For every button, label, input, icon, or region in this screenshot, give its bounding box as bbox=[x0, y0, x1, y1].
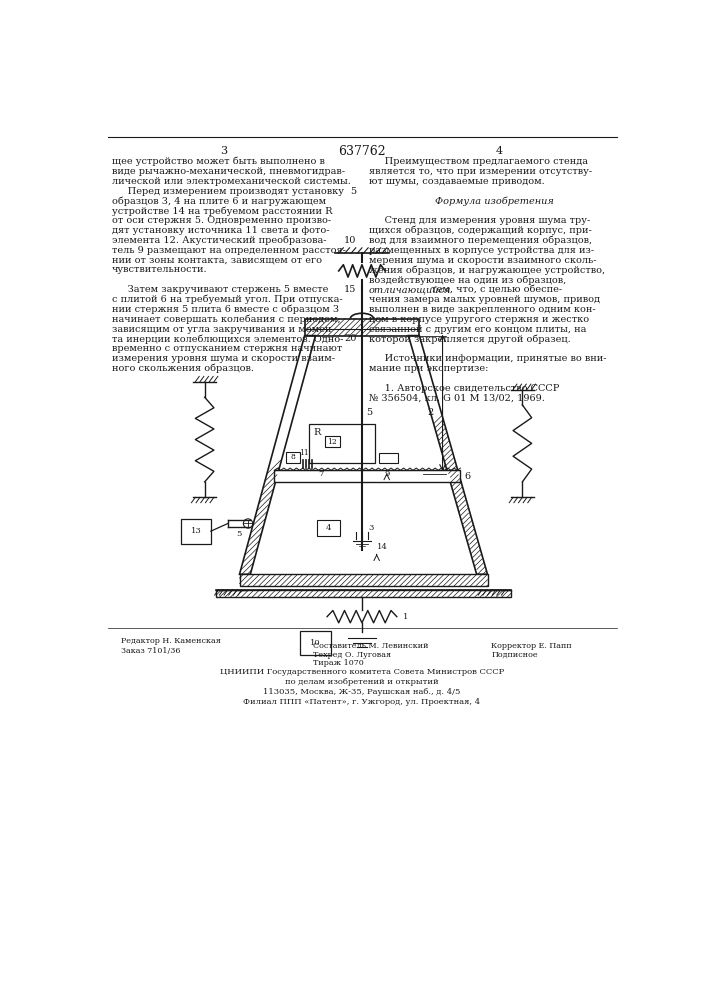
Text: мерения шума и скорости взаимного сколь-: мерения шума и скорости взаимного сколь- bbox=[369, 256, 597, 265]
Text: Подписное: Подписное bbox=[491, 651, 538, 659]
Text: ют шумы, создаваемые приводом.: ют шумы, создаваемые приводом. bbox=[369, 177, 544, 186]
Text: 2: 2 bbox=[428, 408, 434, 417]
Text: по делам изобретений и открытий: по делам изобретений и открытий bbox=[285, 678, 439, 686]
Text: которой закрепляется другой образец.: которой закрепляется другой образец. bbox=[369, 334, 571, 344]
Text: зависящим от угла закручивания и момен-: зависящим от угла закручивания и момен- bbox=[112, 325, 334, 334]
Text: дят установку источника 11 света и фото-: дят установку источника 11 света и фото- bbox=[112, 226, 329, 235]
Bar bbox=[351, 313, 373, 319]
Text: с плитой 6 на требуемый угол. При отпуска-: с плитой 6 на требуемый угол. При отпуск… bbox=[112, 295, 342, 304]
Text: вод для взаимного перемещения образцов,: вод для взаимного перемещения образцов, bbox=[369, 236, 592, 245]
Text: 4: 4 bbox=[326, 524, 332, 532]
Text: Тираж 1070: Тираж 1070 bbox=[313, 659, 364, 667]
Text: жения образцов, и нагружающее устройство,: жения образцов, и нагружающее устройство… bbox=[369, 265, 605, 275]
Text: нии стержня 5 плита 6 вместе с образцом 3: нии стержня 5 плита 6 вместе с образцом … bbox=[112, 305, 339, 314]
Text: 5: 5 bbox=[366, 408, 372, 417]
Text: Перед измерением производят установку: Перед измерением производят установку bbox=[112, 187, 344, 196]
Text: мание при экспертизе:: мание при экспертизе: bbox=[369, 364, 489, 373]
Text: Источники информации, принятые во вни-: Источники информации, принятые во вни- bbox=[369, 354, 607, 363]
Bar bbox=[182, 519, 211, 544]
Circle shape bbox=[243, 519, 252, 528]
Text: Корректор Е. Папп: Корректор Е. Папп bbox=[491, 642, 572, 650]
Text: виде рычажно-механической, пневмогидрав-: виде рычажно-механической, пневмогидрав- bbox=[112, 167, 344, 176]
Text: 5: 5 bbox=[351, 187, 356, 196]
Text: 12: 12 bbox=[327, 438, 337, 446]
Text: тель 9 размещают на определенном расстоя-: тель 9 размещают на определенном расстоя… bbox=[112, 246, 346, 255]
Text: щихся образцов, содержащий корпус, при-: щихся образцов, содержащий корпус, при- bbox=[369, 226, 592, 235]
Text: начинает совершать колебания с периодом,: начинает совершать колебания с периодом, bbox=[112, 315, 340, 324]
Text: отличающийся: отличающийся bbox=[369, 285, 452, 294]
Text: чувствительности.: чувствительности. bbox=[112, 265, 207, 274]
Text: 9: 9 bbox=[384, 470, 390, 478]
Text: 6: 6 bbox=[464, 472, 470, 481]
Text: Формула изобретения: Формула изобретения bbox=[435, 196, 554, 206]
Text: 3: 3 bbox=[221, 146, 228, 156]
Text: 8: 8 bbox=[291, 453, 296, 461]
Text: временно с отпусканием стержня начинают: временно с отпусканием стержня начинают bbox=[112, 344, 342, 353]
Bar bbox=[216, 590, 510, 597]
Text: Техред О. Луговая: Техред О. Луговая bbox=[313, 651, 391, 659]
Text: 1: 1 bbox=[403, 613, 409, 621]
Text: 13: 13 bbox=[191, 527, 201, 535]
Text: элемента 12. Акустический преобразова-: элемента 12. Акустический преобразова- bbox=[112, 236, 326, 245]
Bar bbox=[286, 452, 300, 463]
Text: № 356504, кл. G 01 M 13/02, 1969.: № 356504, кл. G 01 M 13/02, 1969. bbox=[369, 394, 545, 403]
Bar bbox=[379, 453, 398, 463]
Text: Составитель М. Левинский: Составитель М. Левинский bbox=[313, 642, 428, 650]
Text: воздействующее на один из образцов,: воздействующее на один из образцов, bbox=[369, 275, 566, 285]
Text: Стенд для измерения уровня шума тру-: Стенд для измерения уровня шума тру- bbox=[369, 216, 590, 225]
Bar bbox=[309, 424, 375, 463]
Text: измерения уровня шума и скорости взаим-: измерения уровня шума и скорости взаим- bbox=[112, 354, 334, 363]
Text: 3: 3 bbox=[368, 524, 373, 532]
Text: нии от зоны контакта, зависящем от его: нии от зоны контакта, зависящем от его bbox=[112, 256, 322, 265]
Text: 15: 15 bbox=[344, 285, 356, 294]
Text: Редактор Н. Каменская: Редактор Н. Каменская bbox=[121, 637, 221, 645]
Text: 11: 11 bbox=[299, 449, 309, 457]
Text: 14: 14 bbox=[378, 543, 388, 551]
Text: чения замера малых уровней шумов, привод: чения замера малых уровней шумов, привод bbox=[369, 295, 600, 304]
Text: 10: 10 bbox=[310, 639, 321, 647]
Text: та инерции колеблющихся элементов. Одно-: та инерции колеблющихся элементов. Одно- bbox=[112, 334, 343, 344]
Text: устройстве 14 на требуемом расстоянии R: устройстве 14 на требуемом расстоянии R bbox=[112, 206, 332, 216]
Text: размещенных в корпусе устройства для из-: размещенных в корпусе устройства для из- bbox=[369, 246, 594, 255]
Text: 637762: 637762 bbox=[338, 145, 386, 158]
Text: 113035, Москва, Ж-35, Раушская наб., д. 4/5: 113035, Москва, Ж-35, Раушская наб., д. … bbox=[263, 688, 461, 696]
Text: 1. Авторское свидетельство СССР: 1. Авторское свидетельство СССР bbox=[369, 384, 559, 393]
Text: лической или электромеханической системы.: лической или электромеханической системы… bbox=[112, 177, 351, 186]
Bar bbox=[305, 319, 419, 336]
Text: 5: 5 bbox=[236, 530, 242, 538]
Text: Преимуществом предлагаемого стенда: Преимуществом предлагаемого стенда bbox=[369, 157, 588, 166]
Text: Затем закручивают стержень 5 вместе: Затем закручивают стержень 5 вместе bbox=[112, 285, 328, 294]
Bar bbox=[300, 631, 331, 655]
Text: от оси стержня 5. Одновременно произво-: от оси стержня 5. Одновременно произво- bbox=[112, 216, 331, 225]
Text: является то, что при измерении отсутству-: является то, что при измерении отсутству… bbox=[369, 167, 592, 176]
Text: 4: 4 bbox=[496, 146, 503, 156]
Text: тем, что, с целью обеспе-: тем, что, с целью обеспе- bbox=[425, 285, 562, 294]
Text: связанной с другим его концом плиты, на: связанной с другим его концом плиты, на bbox=[369, 325, 586, 334]
Text: 20: 20 bbox=[344, 334, 356, 343]
Text: цом в корпусе упругого стержня и жестко: цом в корпусе упругого стержня и жестко bbox=[369, 315, 589, 324]
Text: ЦНИИПИ Государственного комитета Совета Министров СССР: ЦНИИПИ Государственного комитета Совета … bbox=[220, 668, 504, 676]
Text: Заказ 7101/36: Заказ 7101/36 bbox=[121, 647, 180, 655]
Text: выполнен в виде закрепленного одним кон-: выполнен в виде закрепленного одним кон- bbox=[369, 305, 595, 314]
Text: образцов 3, 4 на плите 6 и нагружающем: образцов 3, 4 на плите 6 и нагружающем bbox=[112, 196, 326, 206]
Text: R: R bbox=[313, 428, 320, 437]
Bar bbox=[274, 470, 460, 482]
Bar bbox=[317, 520, 340, 536]
Text: щее устройство может быть выполнено в: щее устройство может быть выполнено в bbox=[112, 157, 325, 166]
Text: Филиал ППП «Патент», г. Ужгород, ул. Проектная, 4: Филиал ППП «Патент», г. Ужгород, ул. Про… bbox=[243, 698, 481, 706]
Text: 7: 7 bbox=[318, 470, 324, 478]
Bar bbox=[240, 574, 488, 586]
Text: ного скольжения образцов.: ного скольжения образцов. bbox=[112, 364, 254, 373]
Bar bbox=[325, 436, 340, 447]
Text: 10: 10 bbox=[344, 236, 356, 245]
